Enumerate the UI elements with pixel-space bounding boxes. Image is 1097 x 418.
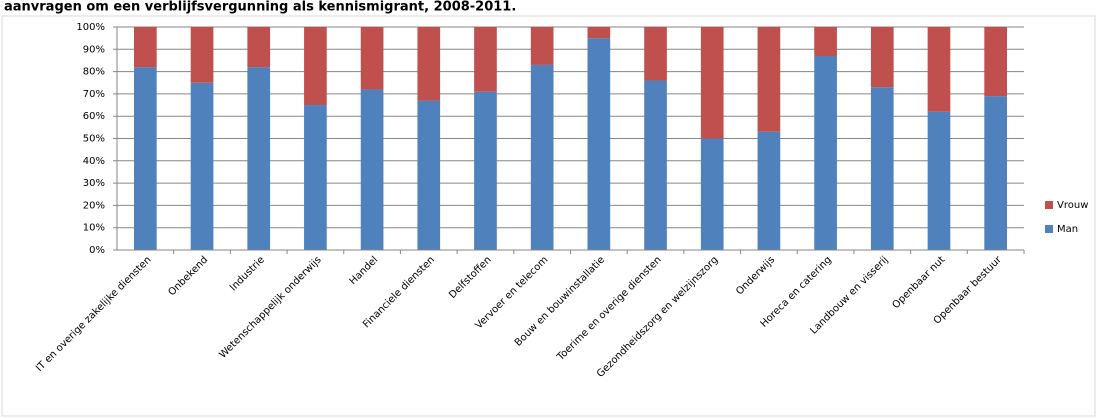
bar-segment bbox=[814, 55, 837, 250]
bar-segment bbox=[644, 80, 667, 251]
bar-segment bbox=[587, 27, 611, 39]
bar-segment bbox=[134, 27, 157, 68]
legend-swatch bbox=[1045, 201, 1053, 209]
chart-title: aanvragen om een verblijfsvergunning als… bbox=[4, 0, 516, 15]
y-tick-label: 30% bbox=[83, 178, 105, 189]
bar-segment bbox=[757, 27, 781, 132]
y-tick-label: 90% bbox=[83, 44, 105, 55]
bar-segment bbox=[530, 64, 554, 250]
bar-segment bbox=[474, 91, 497, 250]
bar-segment bbox=[190, 27, 214, 83]
bar-segment bbox=[870, 87, 894, 251]
bar-segment bbox=[360, 89, 384, 250]
y-tick-label: 70% bbox=[83, 89, 105, 100]
bar-segment bbox=[134, 67, 157, 250]
bar-segment bbox=[700, 138, 724, 250]
y-tick-label: 60% bbox=[83, 111, 105, 122]
y-tick-label: 50% bbox=[83, 134, 105, 145]
bar-segment bbox=[530, 27, 554, 65]
bar-segment bbox=[814, 27, 837, 56]
bar-segment bbox=[927, 111, 951, 251]
bar-segment bbox=[870, 27, 894, 88]
bar-segment bbox=[247, 27, 271, 68]
legend-swatch bbox=[1045, 225, 1053, 233]
bar-segment bbox=[984, 96, 1007, 250]
legend-label: Man bbox=[1057, 224, 1078, 235]
bar-segment bbox=[644, 27, 667, 81]
legend-label: Vrouw bbox=[1057, 200, 1088, 211]
bar-segment bbox=[304, 27, 327, 106]
y-tick-label: 0% bbox=[89, 245, 105, 256]
y-tick-label: 100% bbox=[76, 22, 105, 33]
bar-segment bbox=[700, 27, 724, 139]
bar-segment bbox=[587, 38, 611, 251]
bar-segment bbox=[757, 131, 781, 250]
y-tick-label: 40% bbox=[83, 156, 105, 167]
y-tick-label: 20% bbox=[83, 200, 105, 211]
y-tick-label: 80% bbox=[83, 67, 105, 78]
bar-segment bbox=[304, 105, 327, 250]
bar-segment bbox=[190, 82, 214, 250]
bar-segment bbox=[360, 27, 384, 90]
bar-segment bbox=[927, 27, 951, 112]
bar-segment bbox=[417, 27, 441, 101]
y-tick-label: 10% bbox=[83, 223, 105, 234]
bar-segment bbox=[247, 67, 271, 250]
bar-segment bbox=[984, 27, 1007, 97]
bar-segment bbox=[417, 100, 441, 250]
bar-segment bbox=[474, 27, 497, 92]
